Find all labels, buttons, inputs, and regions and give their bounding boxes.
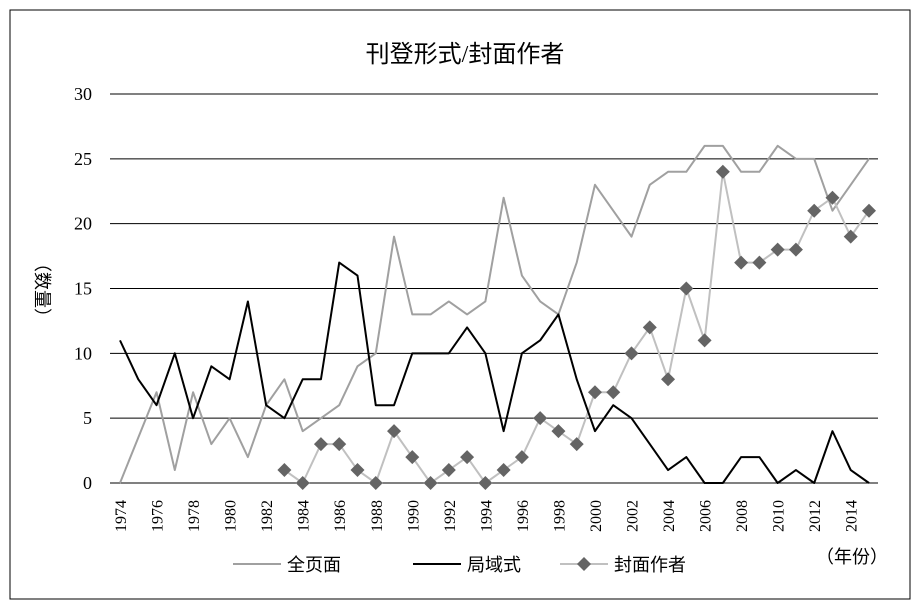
y-axis-label: （数量） (32, 254, 52, 326)
x-tick-label: 2004 (661, 500, 678, 532)
data-point-marker (825, 190, 840, 205)
x-tick-label: 1974 (113, 500, 130, 532)
x-tick-label: 2002 (625, 500, 642, 532)
x-tick-label: 1978 (186, 500, 203, 532)
chart-title: 刊登形式/封面作者 (366, 41, 565, 68)
data-point-marker (770, 242, 785, 257)
data-point-marker (496, 463, 511, 478)
y-tick-label: 30 (74, 84, 92, 104)
x-axis-label: （年份） (816, 547, 888, 567)
y-tick-label: 5 (83, 408, 92, 428)
data-point-marker (715, 164, 730, 179)
y-tick-label: 0 (83, 473, 92, 493)
y-tick-label: 20 (74, 214, 92, 234)
data-point-marker (332, 437, 347, 452)
x-tick-label: 1998 (551, 500, 568, 532)
data-point-marker (387, 424, 402, 439)
data-point-marker (551, 424, 566, 439)
legend-label: 全页面 (287, 555, 341, 575)
legend-label: 局域式 (467, 555, 521, 575)
data-point-marker (514, 450, 529, 465)
x-tick-label: 1984 (296, 500, 313, 532)
legend-label: 封面作者 (614, 555, 686, 575)
data-point-marker (679, 281, 694, 296)
x-tick-label: 2014 (844, 500, 861, 532)
x-tick-label: 1990 (405, 500, 422, 532)
series-line-1 (119, 261, 870, 484)
y-tick-label: 10 (74, 343, 92, 363)
x-tick-label: 1988 (369, 500, 386, 532)
data-point-marker (862, 203, 876, 218)
x-tick-label: 1996 (515, 500, 532, 532)
x-tick-label: 2000 (588, 500, 605, 532)
data-point-marker (734, 255, 749, 270)
data-point-marker (606, 385, 621, 400)
data-point-marker (405, 450, 420, 465)
series-line-2 (283, 170, 870, 484)
data-point-marker (368, 476, 383, 490)
data-point-marker (697, 333, 712, 348)
data-point-marker (624, 346, 639, 361)
y-tick-label: 25 (74, 149, 92, 169)
data-point-marker (661, 372, 676, 387)
x-tick-label: 1976 (150, 500, 167, 532)
data-point-marker (642, 320, 657, 335)
data-point-marker (788, 242, 803, 257)
data-point-marker (752, 255, 767, 270)
chart-border (9, 9, 911, 600)
data-point-marker (533, 411, 548, 426)
data-point-marker (460, 450, 475, 465)
x-tick-label: 2008 (734, 500, 751, 532)
x-tick-label: 1992 (442, 500, 459, 532)
x-tick-label: 2006 (698, 500, 715, 532)
data-point-marker (295, 476, 310, 490)
x-tick-label: 2012 (807, 500, 824, 532)
x-tick-label: 1986 (332, 500, 349, 532)
x-tick-label: 2010 (771, 500, 788, 532)
data-point-marker (478, 476, 493, 490)
data-point-marker (807, 203, 822, 218)
data-point-marker (313, 437, 328, 452)
data-point-marker (569, 437, 584, 452)
x-tick-label: 1994 (478, 500, 495, 532)
x-tick-label: 1980 (223, 500, 240, 532)
data-point-marker (350, 463, 365, 478)
data-point-marker (423, 476, 438, 490)
y-tick-label: 15 (74, 279, 92, 299)
data-point-marker (277, 463, 292, 478)
x-tick-label: 1982 (259, 500, 276, 532)
data-point-marker (843, 229, 858, 244)
data-point-marker (441, 463, 456, 478)
legend-marker (577, 557, 591, 571)
series-line-0 (119, 144, 870, 484)
data-point-marker (587, 385, 602, 400)
